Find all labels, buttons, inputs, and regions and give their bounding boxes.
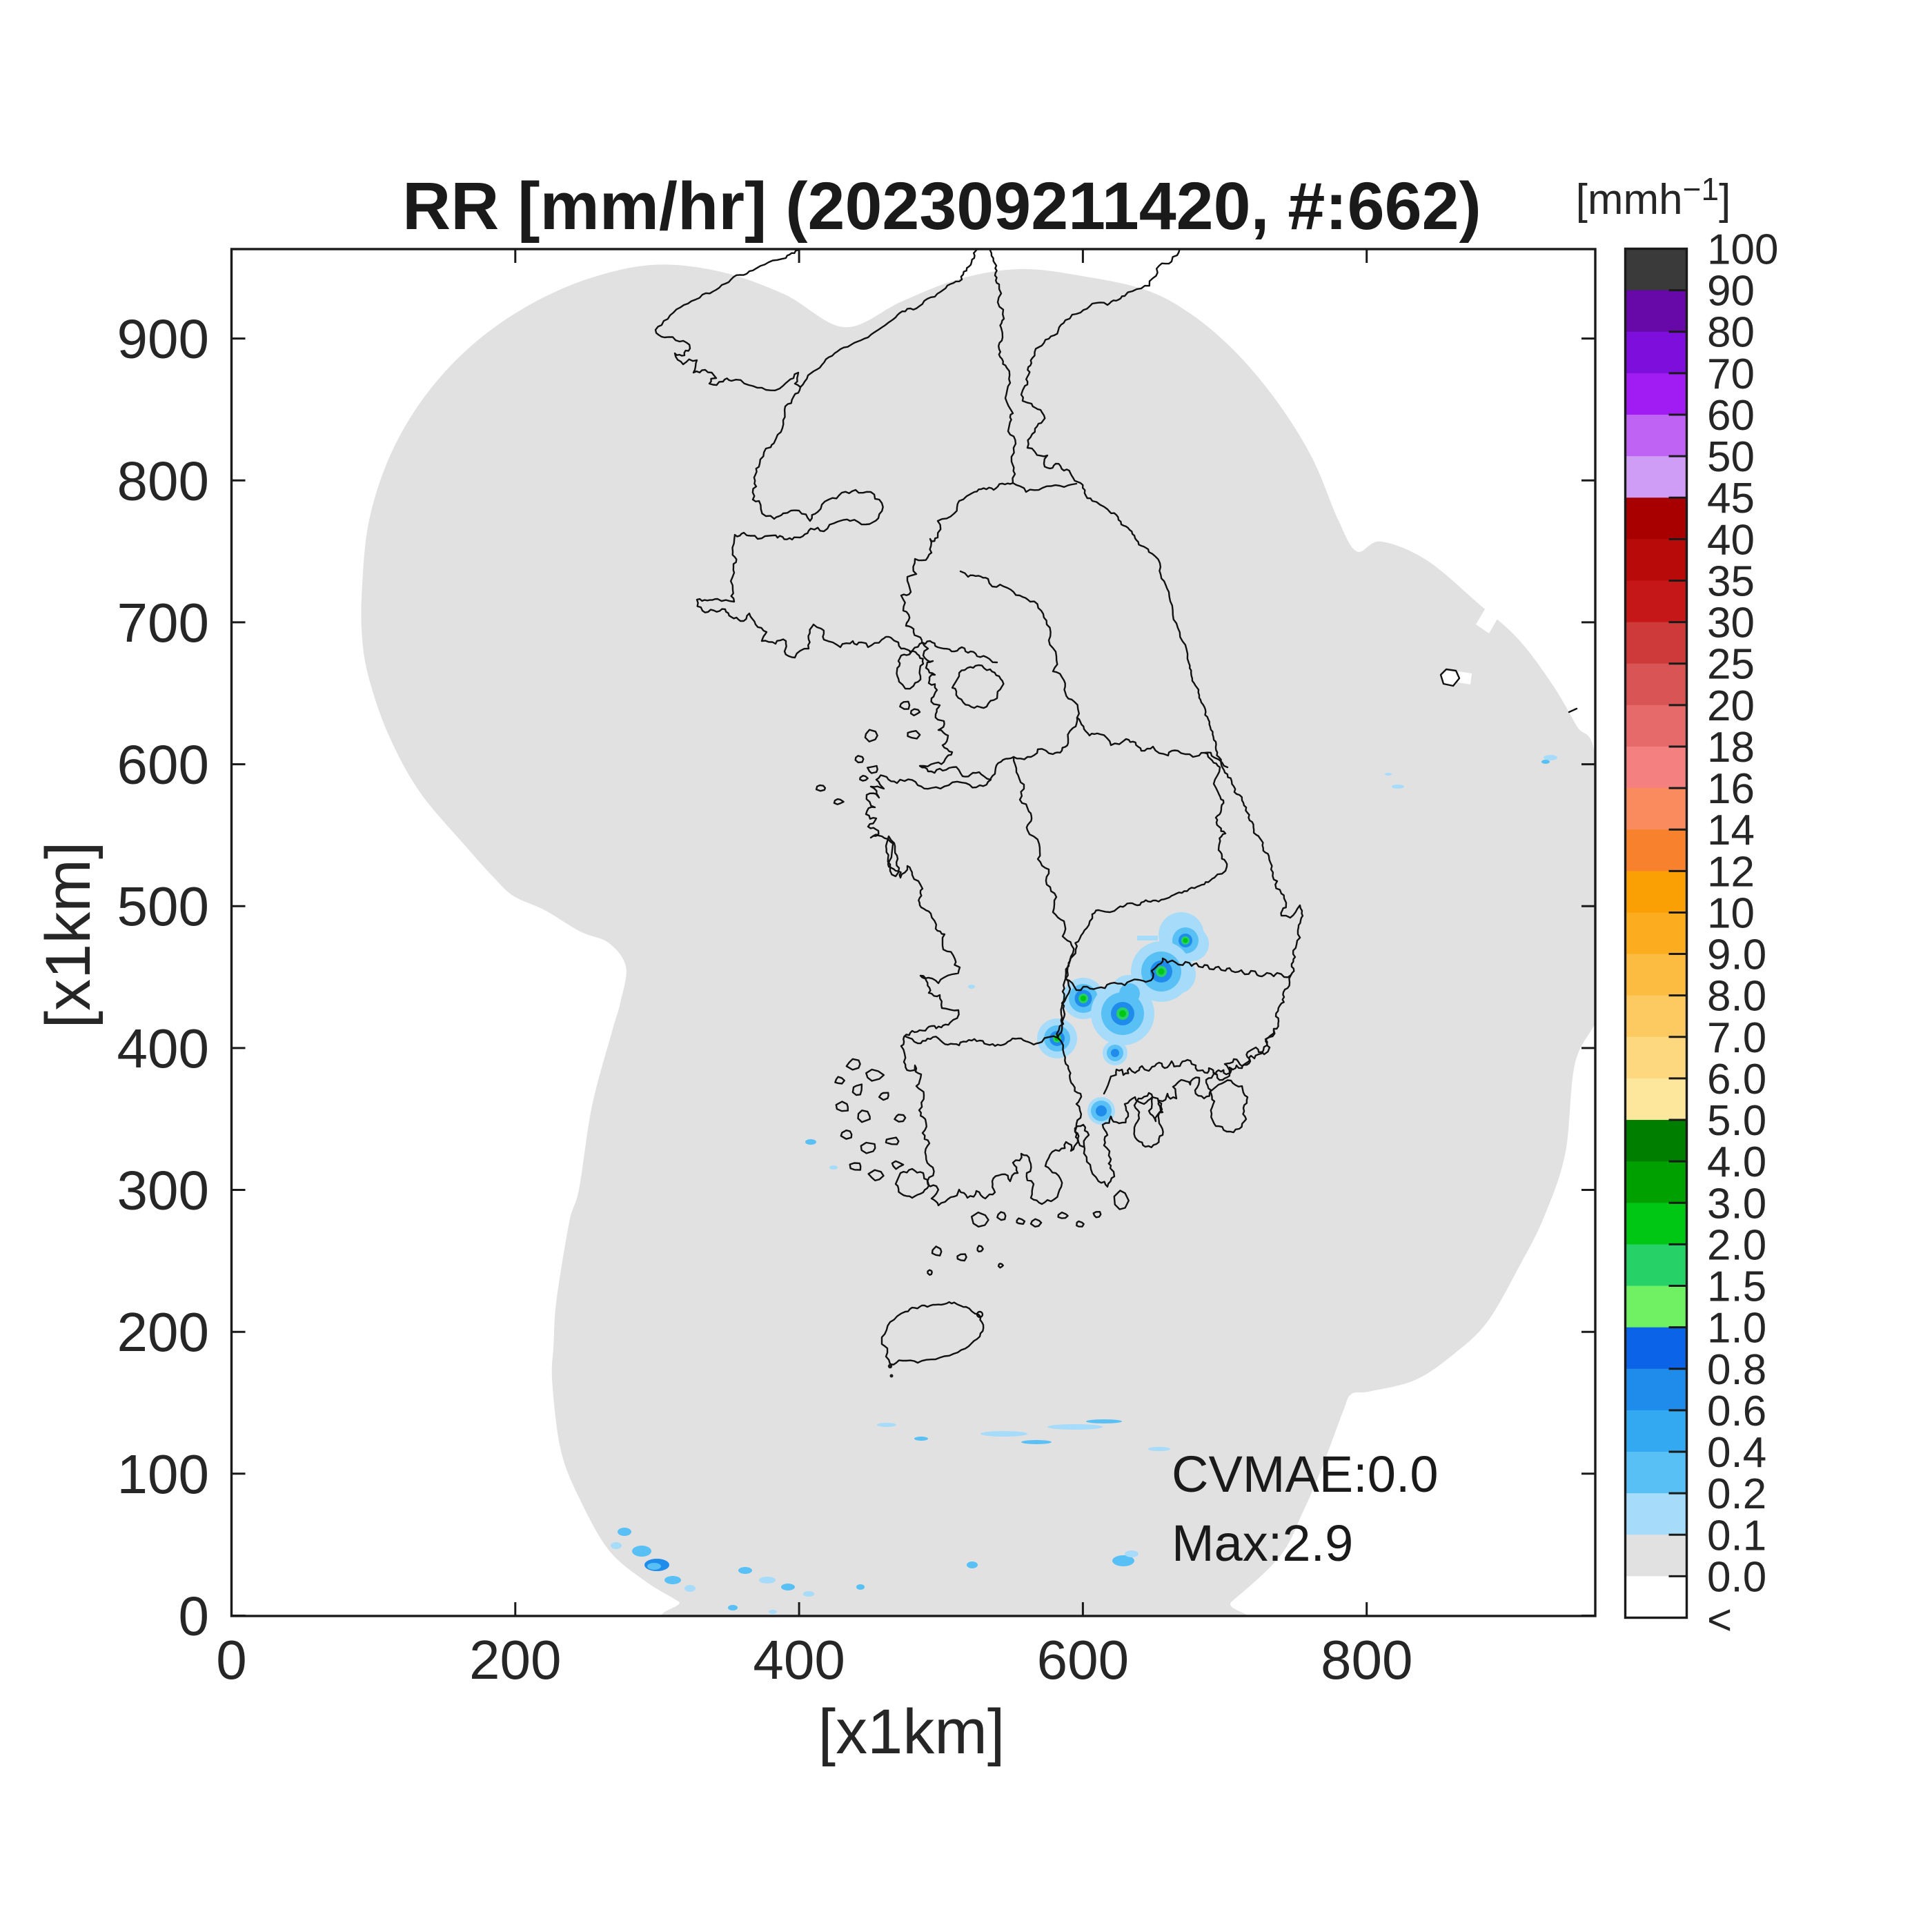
svg-text:9.0: 9.0 [1707, 931, 1766, 979]
svg-text:600: 600 [1037, 1629, 1129, 1690]
svg-text:800: 800 [117, 450, 209, 511]
svg-text:<: < [1707, 1597, 1732, 1644]
svg-text:10: 10 [1707, 889, 1755, 937]
svg-text:4.0: 4.0 [1707, 1138, 1766, 1186]
svg-text:0.8: 0.8 [1707, 1346, 1766, 1394]
svg-text:300: 300 [117, 1160, 209, 1221]
svg-text:0.2: 0.2 [1707, 1470, 1766, 1518]
svg-text:20: 20 [1707, 682, 1755, 730]
svg-text:12: 12 [1707, 848, 1755, 896]
svg-text:200: 200 [117, 1301, 209, 1363]
svg-text:[x1km]: [x1km] [33, 842, 103, 1029]
svg-text:3.0: 3.0 [1707, 1180, 1766, 1228]
svg-text:18: 18 [1707, 724, 1755, 771]
svg-text:400: 400 [753, 1629, 845, 1690]
svg-text:0.4: 0.4 [1707, 1429, 1766, 1477]
svg-text:700: 700 [117, 592, 209, 653]
svg-text:0.0: 0.0 [1707, 1553, 1766, 1601]
svg-text:0.6: 0.6 [1707, 1388, 1766, 1435]
svg-text:70: 70 [1707, 351, 1755, 398]
svg-text:6.0: 6.0 [1707, 1056, 1766, 1103]
svg-text:60: 60 [1707, 392, 1755, 440]
svg-text:200: 200 [469, 1629, 561, 1690]
svg-text:25: 25 [1707, 641, 1755, 689]
svg-text:400: 400 [117, 1018, 209, 1079]
svg-text:8.0: 8.0 [1707, 973, 1766, 1021]
svg-text:RR [mm/hr] (202309211420, #:66: RR [mm/hr] (202309211420, #:662) [402, 168, 1481, 244]
svg-text:1.5: 1.5 [1707, 1263, 1766, 1311]
svg-text:90: 90 [1707, 268, 1755, 315]
svg-text:5.0: 5.0 [1707, 1097, 1766, 1145]
svg-text:Max:2.9: Max:2.9 [1172, 1515, 1353, 1572]
svg-text:[mmh−1]: [mmh−1] [1576, 171, 1731, 224]
svg-text:CVMAE:0.0: CVMAE:0.0 [1172, 1446, 1439, 1503]
svg-text:1.0: 1.0 [1707, 1305, 1766, 1352]
svg-text:0: 0 [179, 1586, 210, 1647]
svg-text:30: 30 [1707, 600, 1755, 647]
svg-text:100: 100 [117, 1443, 209, 1505]
svg-text:900: 900 [117, 308, 209, 370]
svg-text:45: 45 [1707, 475, 1755, 522]
svg-text:2.0: 2.0 [1707, 1221, 1766, 1269]
svg-text:35: 35 [1707, 558, 1755, 606]
svg-text:[x1km]: [x1km] [818, 1697, 1005, 1767]
svg-text:40: 40 [1707, 516, 1755, 564]
svg-text:80: 80 [1707, 309, 1755, 357]
svg-text:16: 16 [1707, 765, 1755, 813]
svg-text:50: 50 [1707, 433, 1755, 481]
svg-text:7.0: 7.0 [1707, 1014, 1766, 1062]
svg-text:14: 14 [1707, 807, 1755, 854]
svg-text:500: 500 [117, 876, 209, 937]
svg-text:800: 800 [1321, 1629, 1412, 1690]
svg-text:0: 0 [216, 1629, 247, 1690]
svg-text:100: 100 [1707, 226, 1778, 274]
svg-text:600: 600 [117, 734, 209, 796]
svg-text:0.1: 0.1 [1707, 1512, 1766, 1559]
